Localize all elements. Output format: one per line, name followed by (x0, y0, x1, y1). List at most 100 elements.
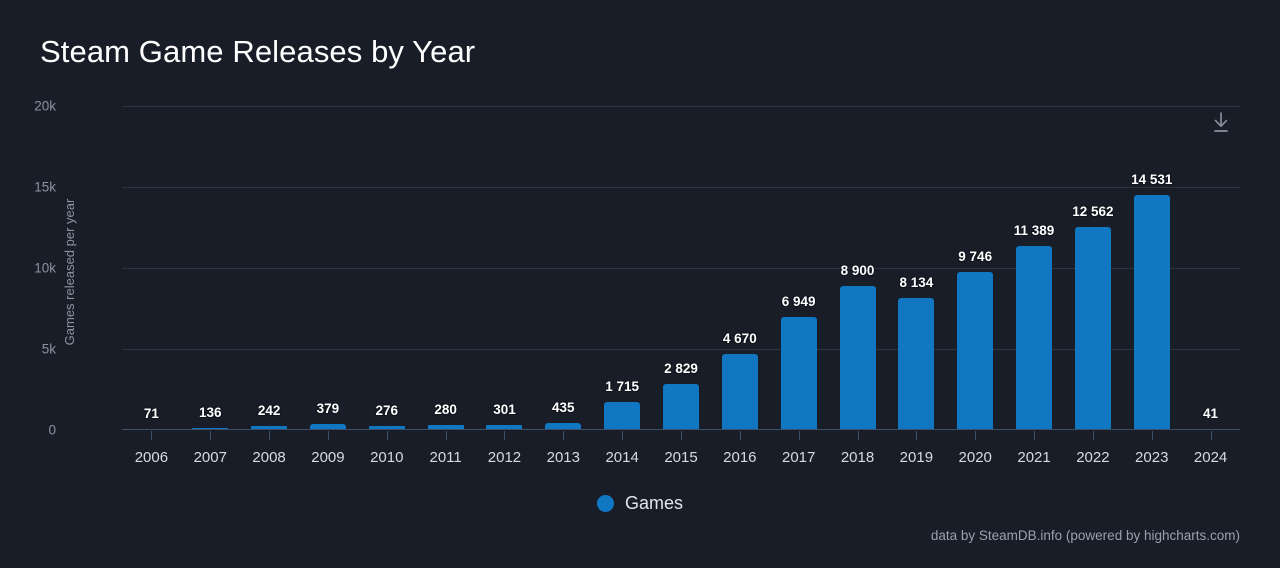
bar-group: 4 670 (710, 106, 769, 430)
bar[interactable] (192, 427, 229, 430)
x-axis-tick-label: 2023 (1135, 449, 1169, 466)
bar-group: 71 (122, 106, 181, 430)
x-axis-tick (975, 431, 977, 440)
x-axis-tick-label: 2012 (487, 449, 522, 466)
bar-value-label: 11 389 (1013, 222, 1055, 238)
bar[interactable] (427, 425, 464, 430)
bar[interactable] (251, 426, 288, 430)
bar[interactable] (957, 272, 994, 430)
x-axis-tick-label: 2022 (1076, 449, 1110, 466)
x-axis-tick (1092, 431, 1094, 440)
bar[interactable] (839, 285, 876, 430)
bar-group: 12 562 (1063, 106, 1122, 430)
x-axis-tick (210, 431, 212, 440)
x-axis-tick-label: 2020 (958, 449, 992, 466)
bar[interactable] (662, 384, 699, 430)
bar-group: 41 (1181, 106, 1240, 430)
chart-credits[interactable]: data by SteamDB.info (powered by highcha… (930, 528, 1240, 543)
x-axis-tick-label: 2014 (605, 449, 639, 466)
bar-value-label: 242 (257, 403, 281, 419)
x-axis-tick-label: 2011 (429, 449, 462, 466)
x-axis-tick-label: 2018 (840, 449, 875, 466)
gridline (122, 106, 1240, 107)
y-axis-tick-label: 15k (34, 179, 56, 195)
bar-value-label: 280 (434, 402, 457, 418)
gridline (122, 187, 1240, 188)
x-axis-tick (504, 431, 506, 440)
x-axis-tick-label: 2017 (781, 449, 816, 466)
bar-group: 136 (181, 106, 240, 430)
bar-group: 280 (416, 106, 475, 430)
x-axis-tick (739, 431, 741, 440)
x-axis-tick (798, 431, 800, 440)
plot-area: 71 136 242 379 276 280 301 435 1 715 2 829 4 670 6 … (122, 106, 1240, 430)
gridline (122, 268, 1240, 269)
x-axis-tick-label: 2010 (370, 449, 404, 466)
bar-value-label: 435 (552, 399, 575, 415)
y-axis-title: Games released per year (62, 198, 77, 346)
x-axis-tick-label: 2009 (311, 449, 345, 466)
bar[interactable] (309, 423, 346, 430)
bar-group: 276 (357, 106, 416, 430)
x-axis-tick (681, 431, 682, 440)
download-icon[interactable] (1207, 108, 1235, 136)
bar-value-label: 301 (493, 402, 516, 418)
x-axis-tick (1034, 431, 1036, 440)
bar-value-label: 8 900 (840, 262, 875, 278)
x-axis-tick-label: 2024 (1193, 449, 1228, 466)
bar[interactable] (1074, 226, 1111, 430)
x-axis-tick (269, 431, 271, 440)
legend[interactable]: Games (0, 493, 1280, 514)
x-axis-tick (1151, 431, 1153, 440)
x-axis-tick-label: 2019 (899, 449, 934, 466)
bar[interactable] (1016, 245, 1053, 430)
bar-value-label: 276 (375, 402, 399, 418)
bar[interactable] (1133, 194, 1170, 430)
bar-group: 301 (475, 106, 534, 430)
x-axis-tick-label: 2021 (1017, 449, 1051, 466)
bar[interactable] (721, 354, 758, 430)
bar[interactable] (898, 298, 935, 430)
bar[interactable] (604, 402, 641, 430)
bar-group: 1 715 (593, 106, 652, 430)
x-axis-tick (386, 431, 388, 440)
x-axis-tick (622, 431, 624, 440)
legend-marker-games (596, 495, 614, 512)
gridline (122, 349, 1240, 350)
x-axis-tick (916, 431, 918, 440)
x-axis-tick-label: 2006 (134, 449, 169, 466)
x-axis-tick (445, 431, 447, 440)
bar-group: 379 (299, 106, 358, 430)
bar-group: 2 829 (652, 106, 711, 430)
legend-label-games: Games (624, 493, 684, 513)
bar-value-label: 41 (1203, 405, 1219, 421)
bar-group: 8 134 (887, 106, 946, 430)
bar-group: 8 900 (828, 106, 887, 430)
bar[interactable] (486, 425, 523, 430)
bar-value-label: 9 746 (958, 249, 993, 265)
x-axis-tick-label: 2008 (252, 449, 286, 466)
bar[interactable] (780, 317, 817, 430)
bar-value-label: 4 670 (722, 331, 757, 347)
bar-group: 242 (240, 106, 299, 430)
y-axis-tick-label: 0 (48, 422, 56, 438)
bar-value-label: 71 (143, 405, 159, 421)
bar-value-label: 14 531 (1131, 171, 1173, 187)
bar-value-label: 6 949 (781, 294, 816, 310)
bar-value-label: 12 562 (1072, 203, 1114, 219)
x-axis-tick (327, 431, 329, 440)
x-axis-tick (857, 431, 859, 440)
bar[interactable] (545, 422, 582, 430)
bar[interactable] (368, 425, 405, 430)
bar-group: 6 949 (769, 106, 828, 430)
bar-group: 9 746 (946, 106, 1005, 430)
bar-group: 11 389 (1005, 106, 1064, 430)
bar-value-label: 8 134 (899, 275, 934, 291)
bar-value-label: 379 (316, 400, 340, 416)
x-axis-tick-label: 2013 (546, 449, 580, 466)
bar-value-label: 136 (198, 404, 222, 420)
x-axis-tick-label: 2016 (723, 449, 757, 466)
x-axis-tick (563, 431, 565, 440)
y-axis-tick-label: 5k (41, 341, 56, 357)
